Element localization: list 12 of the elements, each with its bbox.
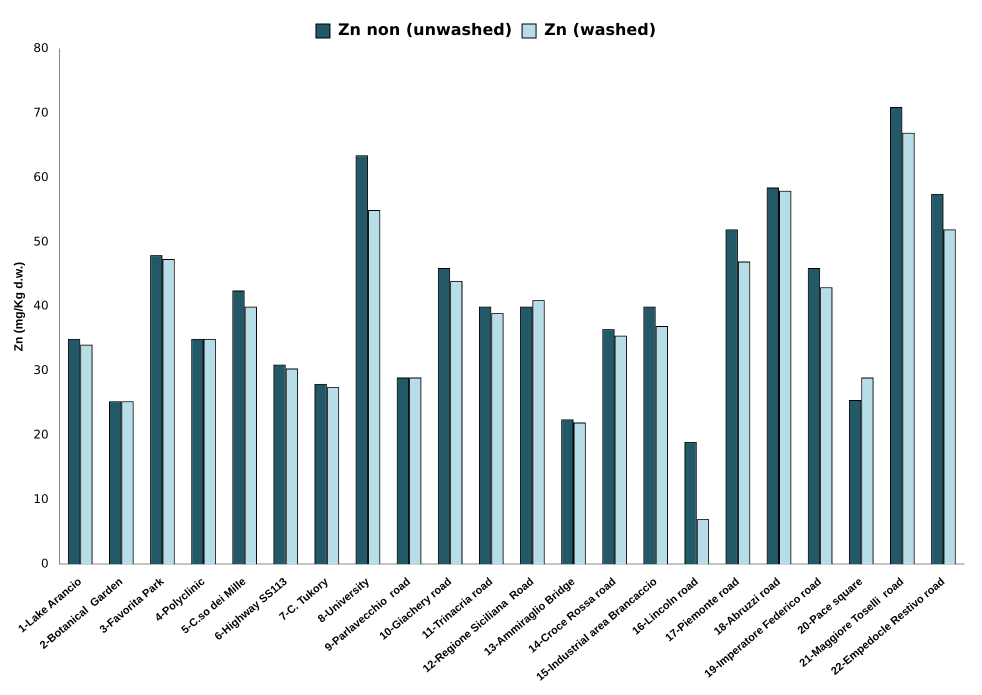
y-tick-label: 40 [33, 298, 49, 313]
y-tick-label: 80 [33, 41, 49, 56]
y-tick-label: 60 [33, 170, 49, 184]
y-tick-label: 50 [33, 234, 49, 248]
y-tick-label: 0 [41, 556, 49, 570]
legend-label: Zn (washed) [544, 20, 656, 40]
y-tick-label: 10 [33, 492, 49, 506]
y-tick-label: 70 [33, 106, 49, 120]
legend-label: Zn non (unwashed) [338, 20, 512, 40]
y-axis-title: Zn (mg/Kg d.w.) [12, 262, 26, 352]
y-tick-label: 20 [33, 428, 49, 442]
y-tick-label: 30 [33, 363, 49, 378]
